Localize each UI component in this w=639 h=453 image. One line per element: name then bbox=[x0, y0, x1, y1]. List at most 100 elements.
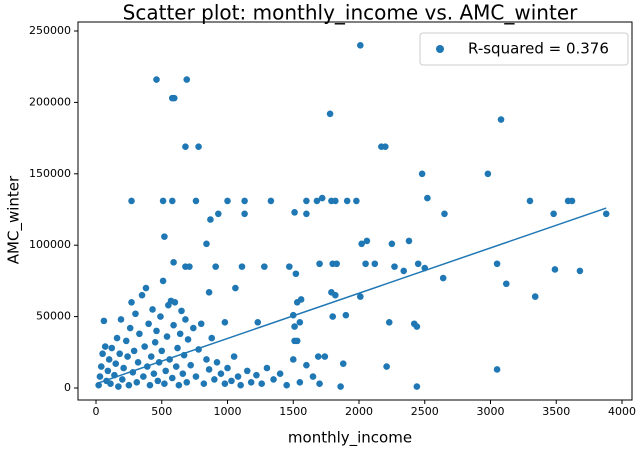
point bbox=[405, 237, 413, 245]
point bbox=[371, 260, 379, 268]
point bbox=[441, 210, 448, 218]
point bbox=[119, 376, 126, 383]
point bbox=[113, 334, 121, 342]
point bbox=[170, 321, 177, 329]
point bbox=[96, 373, 104, 380]
point bbox=[439, 274, 447, 282]
point bbox=[362, 260, 369, 268]
point bbox=[382, 143, 389, 150]
point bbox=[171, 299, 179, 306]
point bbox=[363, 237, 371, 245]
point bbox=[105, 356, 113, 363]
point bbox=[270, 376, 277, 383]
point bbox=[175, 381, 183, 389]
point bbox=[258, 380, 266, 388]
x-tick-label: 2500 bbox=[411, 405, 439, 418]
legend-label: R-squared = 0.376 bbox=[468, 40, 609, 58]
point bbox=[126, 324, 134, 332]
point bbox=[414, 260, 422, 268]
point bbox=[358, 240, 365, 248]
point bbox=[309, 373, 317, 380]
point bbox=[133, 378, 141, 386]
point bbox=[303, 197, 310, 205]
point bbox=[159, 277, 167, 285]
point bbox=[576, 267, 584, 275]
point bbox=[228, 377, 235, 385]
point bbox=[230, 353, 238, 360]
point bbox=[116, 350, 123, 358]
point bbox=[120, 364, 127, 372]
point bbox=[357, 41, 364, 49]
point bbox=[342, 311, 350, 319]
point bbox=[493, 366, 501, 373]
point bbox=[217, 370, 225, 378]
point bbox=[283, 381, 290, 389]
x-tick-label: 3500 bbox=[542, 405, 570, 418]
point bbox=[122, 337, 130, 345]
point bbox=[153, 327, 160, 335]
point bbox=[112, 360, 120, 368]
point bbox=[174, 344, 181, 352]
point bbox=[128, 197, 135, 205]
y-tick-label: 100000 bbox=[29, 238, 71, 251]
point bbox=[192, 373, 200, 380]
point bbox=[170, 259, 177, 266]
point bbox=[314, 353, 322, 360]
point bbox=[293, 337, 301, 345]
point bbox=[150, 370, 158, 378]
point bbox=[568, 197, 576, 205]
point bbox=[237, 381, 244, 389]
point bbox=[212, 263, 219, 270]
point bbox=[332, 291, 339, 299]
point bbox=[267, 197, 275, 205]
point bbox=[502, 280, 510, 288]
point bbox=[146, 381, 154, 389]
point bbox=[108, 344, 116, 352]
point bbox=[211, 376, 218, 383]
point bbox=[161, 380, 168, 388]
point bbox=[159, 197, 167, 205]
point bbox=[154, 377, 162, 385]
legend-box bbox=[419, 32, 629, 66]
point bbox=[151, 339, 159, 346]
point bbox=[149, 306, 156, 313]
point bbox=[247, 378, 255, 386]
point bbox=[339, 360, 347, 368]
point bbox=[197, 320, 205, 328]
point bbox=[192, 197, 200, 205]
x-tick-label: 500 bbox=[151, 405, 172, 418]
point bbox=[253, 371, 260, 379]
point bbox=[190, 324, 197, 332]
point bbox=[221, 380, 229, 388]
point bbox=[551, 266, 559, 273]
point bbox=[145, 320, 152, 328]
point bbox=[141, 343, 148, 350]
point bbox=[297, 296, 305, 303]
point bbox=[602, 210, 610, 218]
point bbox=[124, 353, 131, 360]
point bbox=[213, 358, 221, 366]
point bbox=[183, 378, 191, 386]
point bbox=[195, 143, 202, 150]
point bbox=[95, 381, 102, 389]
point bbox=[254, 319, 262, 326]
point bbox=[157, 313, 164, 320]
point bbox=[161, 233, 168, 240]
point bbox=[424, 194, 431, 202]
x-tick-label: 1000 bbox=[214, 405, 242, 418]
x-tick-label: 1500 bbox=[279, 405, 307, 418]
point bbox=[303, 210, 310, 218]
point bbox=[337, 383, 344, 390]
point bbox=[132, 310, 139, 318]
point bbox=[243, 367, 251, 375]
point bbox=[531, 293, 539, 300]
point bbox=[413, 323, 421, 330]
point bbox=[493, 260, 501, 268]
point bbox=[343, 197, 351, 205]
point bbox=[178, 307, 185, 315]
point bbox=[292, 270, 300, 278]
point bbox=[263, 364, 271, 372]
point bbox=[163, 333, 171, 340]
y-tick-label: 0 bbox=[64, 381, 71, 394]
